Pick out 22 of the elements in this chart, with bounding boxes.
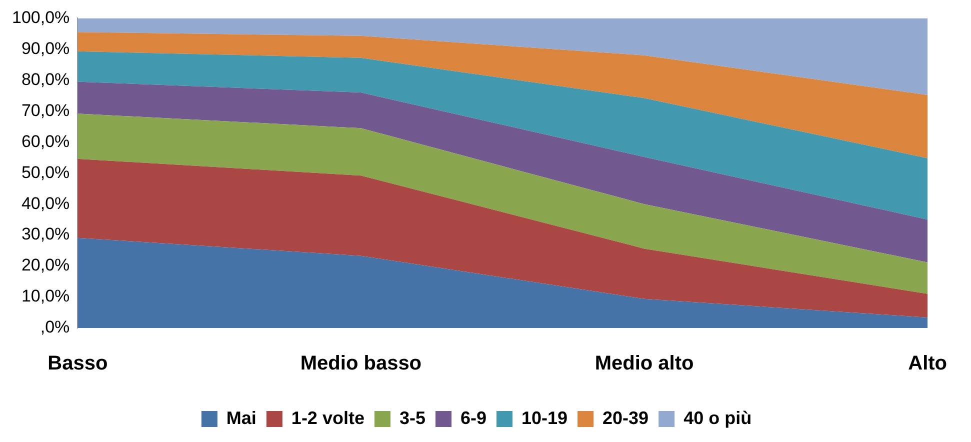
y-tick-label: 80,0% [21, 70, 70, 89]
y-tick-label: 90,0% [21, 38, 70, 58]
y-tick-label: 50,0% [21, 162, 70, 182]
legend-label: 6-9 [460, 408, 486, 428]
y-tick-label: 100,0% [12, 8, 70, 27]
x-tick-label: Alto [908, 352, 948, 375]
legend-label: 40 o più [684, 408, 752, 428]
y-tick-label: 20,0% [21, 256, 70, 275]
y-tick-label: 40,0% [21, 194, 70, 213]
y-tick-label: 60,0% [21, 132, 70, 151]
y-tick-label: 10,0% [21, 286, 70, 306]
y-tick-label: 70,0% [21, 100, 70, 120]
legend-label: 20-39 [602, 408, 649, 428]
y-tick-label: 30,0% [21, 224, 70, 244]
y-tick-label: ,0% [40, 318, 70, 337]
legend-label: Mai [226, 408, 256, 428]
x-tick-label: Medio alto [594, 352, 694, 375]
legend-label: 10-19 [521, 408, 568, 428]
x-tick-label: Basso [48, 352, 108, 375]
x-tick-label: Medio basso [300, 352, 422, 375]
legend-label: 3-5 [399, 408, 426, 428]
legend-label: 1-2 volte [291, 408, 364, 428]
